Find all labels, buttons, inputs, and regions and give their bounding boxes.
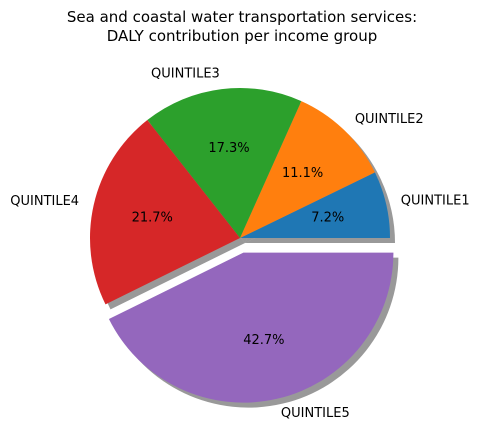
chart-title-line: DALY contribution per income group [107,27,377,45]
chart-title-line: Sea and coastal water transportation ser… [67,8,417,26]
slice-labels: QUINTILE1 QUINTILE2 QUINTILE3 QUINTILE4 QUIN… [10,67,469,421]
slice-percent-quintile3: 17.3% [208,141,249,156]
slice-percent-quintile2: 11.1% [282,166,323,181]
pie-slice-quintile5 [108,252,394,403]
slice-percent-quintile4: 21.7% [132,211,173,226]
pie-slice-quintile1 [240,172,390,238]
pie-slices [89,87,394,403]
slice-label-quintile5: QUINTILE5 [281,406,350,421]
slice-percent-quintile5: 42.7% [243,333,284,348]
pie-slice-quintile4 [89,120,240,305]
slice-label-quintile3: QUINTILE3 [151,67,220,82]
pie-slice-quintile3 [147,87,302,238]
slice-label-quintile2: QUINTILE2 [355,112,424,127]
slice-label-quintile4: QUINTILE4 [10,194,79,209]
slice-label-quintile1: QUINTILE1 [401,193,470,208]
slice-percent-labels: 7.2% 11.1% 17.3% 21.7% 42.7% [132,141,345,348]
chart-title: Sea and coastal water transportation ser… [67,8,417,45]
slice-percent-quintile1: 7.2% [311,210,344,225]
pie-slice-quintile2 [240,101,375,239]
